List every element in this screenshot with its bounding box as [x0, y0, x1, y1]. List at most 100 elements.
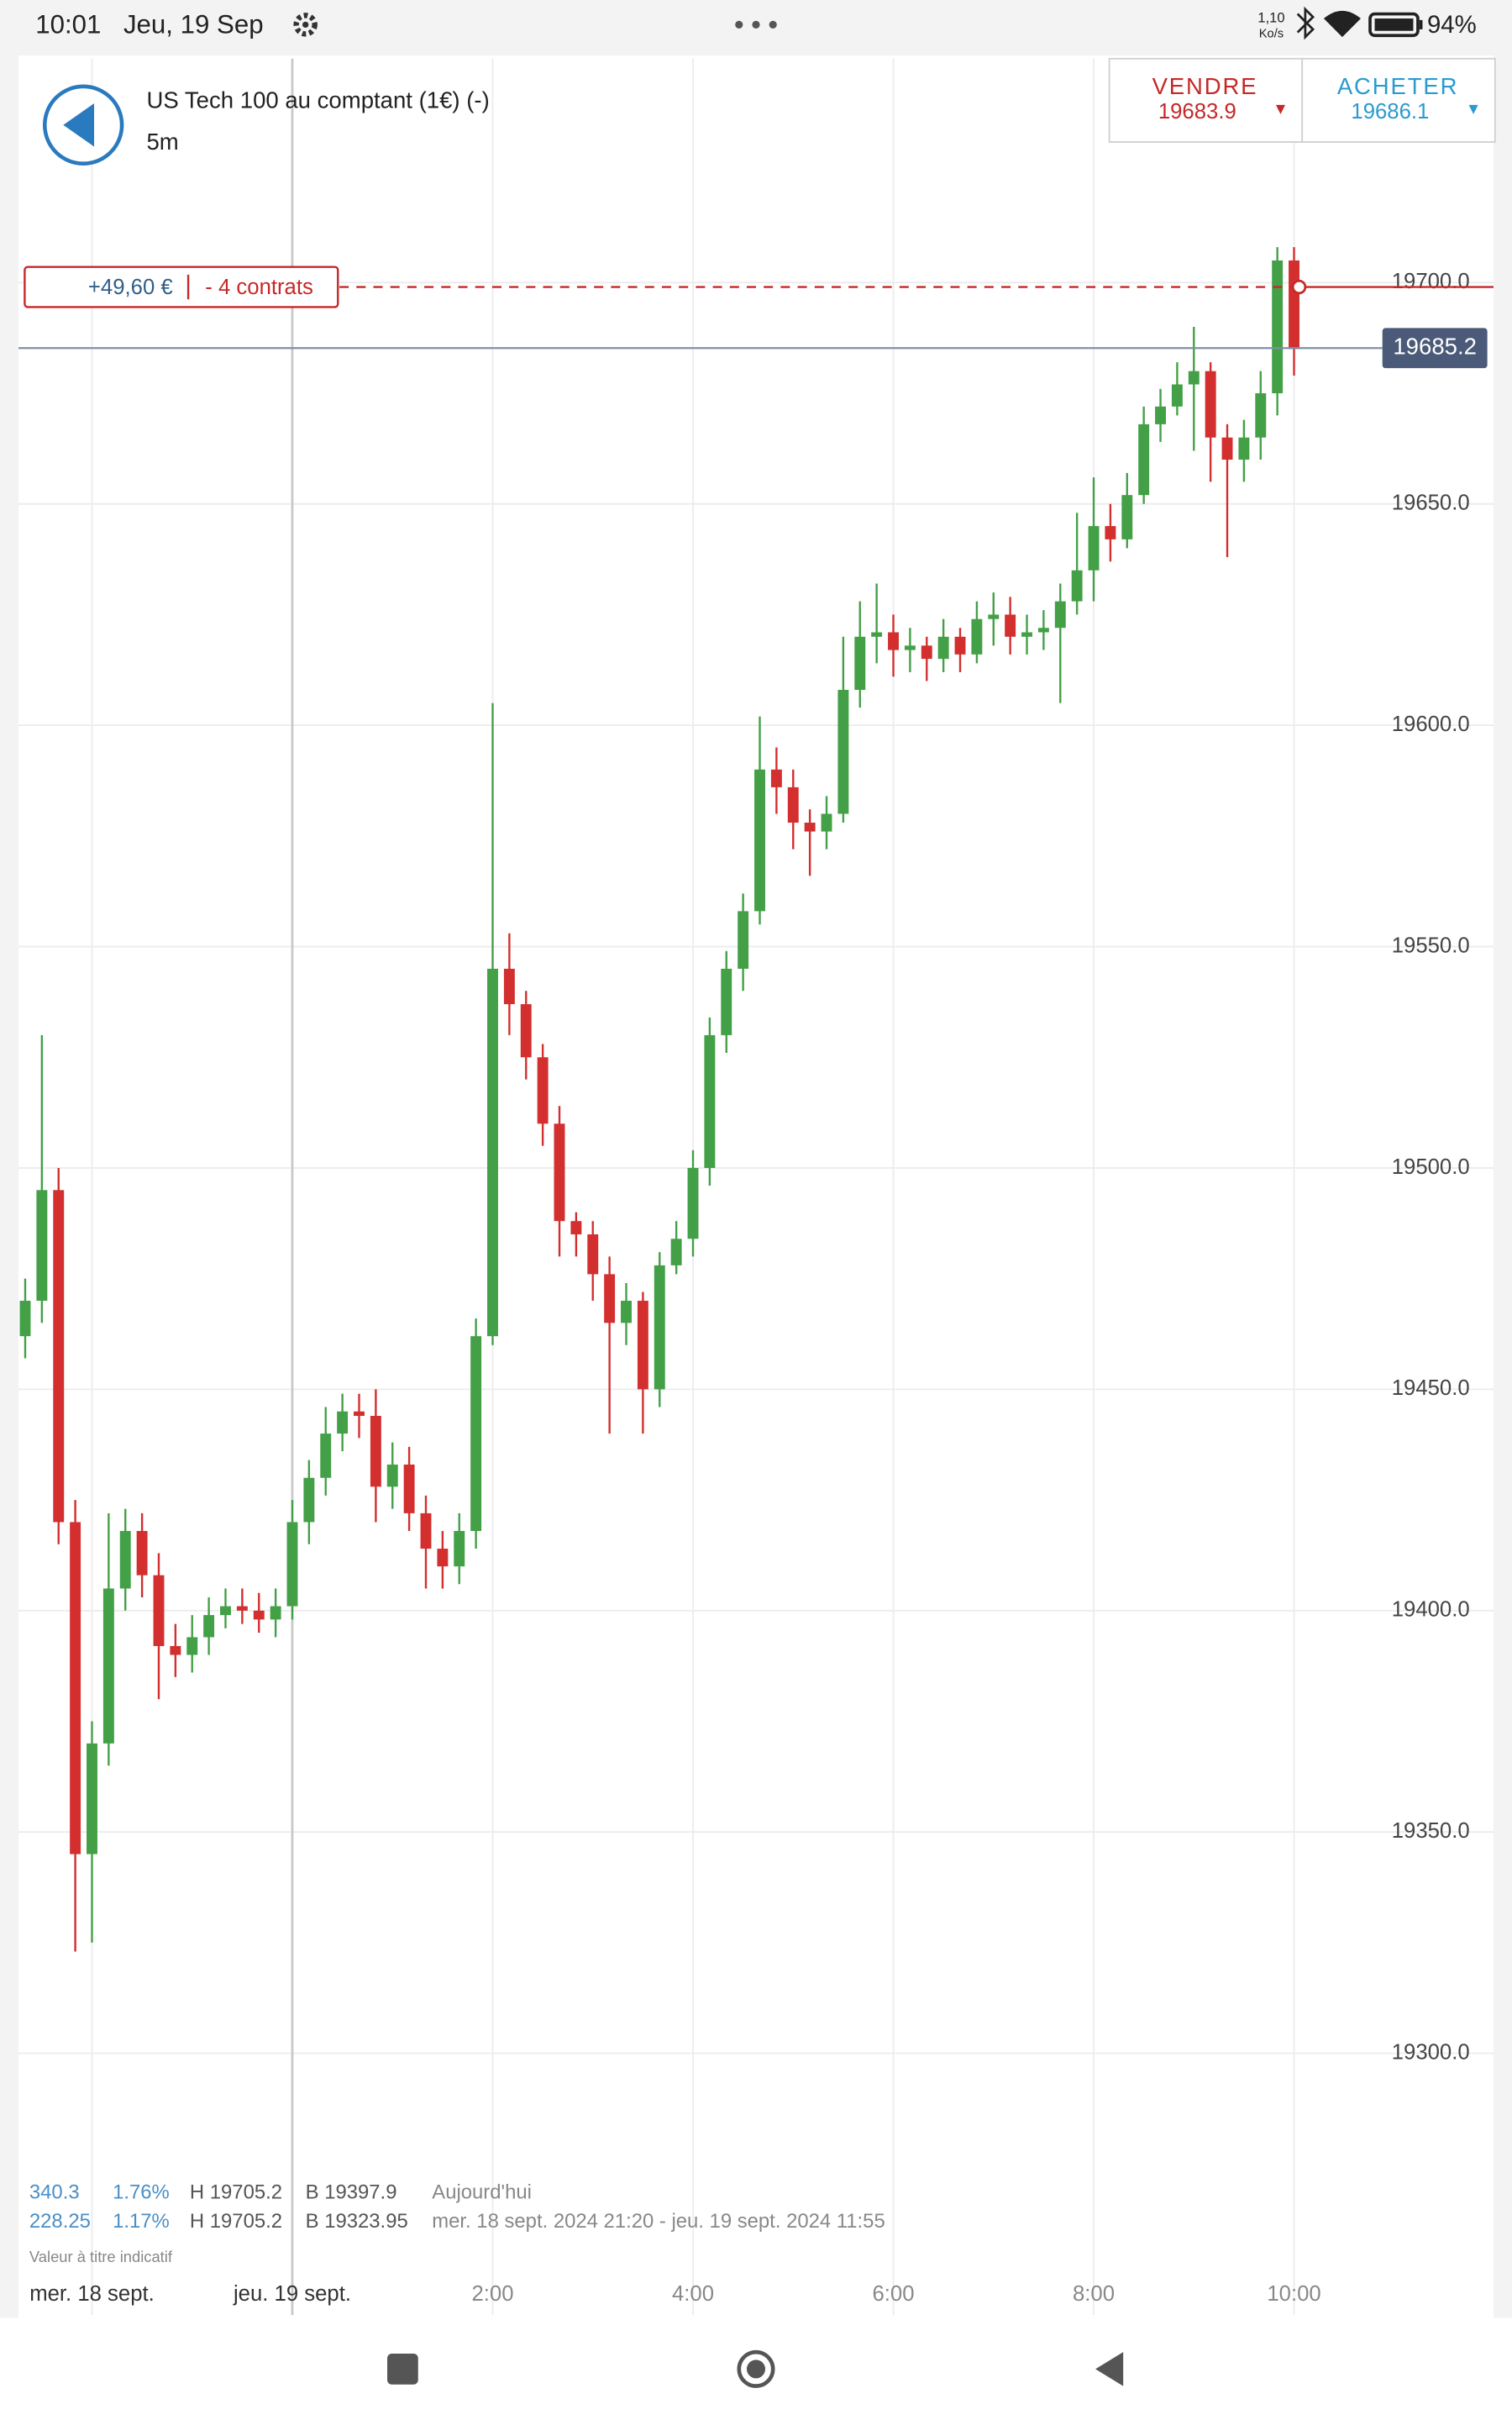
nav-recents[interactable] — [387, 2354, 418, 2385]
candle-body — [170, 1645, 181, 1655]
nav-back[interactable] — [1095, 2352, 1124, 2386]
x-tick-label: mer. 18 sept. — [29, 2282, 155, 2306]
x-tick-label: 2:00 — [471, 2282, 513, 2306]
candle-body — [704, 1034, 716, 1168]
chart: 19300.0 19350.0 19400.0 19450.0 19500.0 19550… — [18, 58, 1494, 2316]
candle-body — [1121, 495, 1133, 539]
candle-body — [303, 1477, 315, 1523]
candle-body — [804, 823, 816, 832]
candle-body — [220, 1606, 231, 1616]
y-tick-label: 19350.0 — [1392, 1819, 1470, 1843]
y-tick-label: 19400.0 — [1392, 1598, 1470, 1622]
y-tick-label: 19600.0 — [1392, 713, 1470, 736]
position-marker — [1291, 279, 1307, 295]
candle-body — [36, 1190, 48, 1302]
candle-body — [1005, 614, 1016, 637]
candle-body — [787, 786, 799, 823]
candle-body — [1037, 628, 1049, 633]
battery-level: 94% — [1427, 11, 1477, 39]
candle-body — [420, 1512, 432, 1549]
net-speed: 1,10 — [1257, 9, 1284, 25]
candle-body — [988, 614, 1000, 619]
candle-body — [454, 1530, 465, 1567]
candle-body — [186, 1637, 198, 1655]
status-time: 10:01 — [35, 9, 101, 39]
candle-body — [286, 1522, 298, 1607]
position-size: - 4 contrats — [205, 276, 313, 299]
candle-body — [136, 1530, 148, 1576]
candle-body — [403, 1464, 415, 1513]
candle-body — [70, 1522, 81, 1854]
candle-body — [487, 968, 498, 1337]
battery-icon — [1368, 12, 1423, 38]
candle-body — [770, 769, 782, 787]
position-pnl: +49,60 € — [88, 276, 173, 299]
candle-body — [554, 1123, 565, 1222]
x-tick-label: 10:00 — [1267, 2282, 1320, 2306]
stat-value: H 19705.2 — [190, 2210, 282, 2233]
x-tick-label: jeu. 19 sept. — [233, 2282, 351, 2306]
y-tick-label: 19700.0 — [1392, 270, 1470, 293]
sell-label: VENDRE — [1152, 73, 1258, 99]
candle-body — [621, 1301, 632, 1323]
candle-body — [1205, 371, 1216, 438]
buy-label: ACHETER — [1337, 73, 1459, 99]
candle-body — [253, 1610, 265, 1620]
candle-body — [1071, 570, 1083, 602]
status-date: Jeu, 19 Sep — [123, 9, 264, 39]
y-tick-label: 19300.0 — [1392, 2040, 1470, 2064]
candle-body — [1188, 371, 1200, 385]
candle-body — [570, 1221, 582, 1234]
timeframe[interactable]: 5m — [146, 129, 178, 155]
candle-body — [1238, 437, 1250, 460]
candle-body — [1021, 632, 1032, 637]
candle-body — [971, 618, 983, 655]
x-tick-label: 8:00 — [1073, 2282, 1115, 2306]
candle-body — [119, 1530, 131, 1589]
back-button[interactable] — [42, 84, 124, 166]
menu-dots[interactable] — [735, 20, 777, 29]
candle-body — [470, 1336, 482, 1531]
candle-body — [1105, 526, 1116, 539]
candle-body — [721, 968, 732, 1035]
position-box-frame — [24, 266, 339, 308]
instrument-name: US Tech 100 au comptant (1€) (-) — [146, 87, 489, 113]
y-tick-label: 19450.0 — [1392, 1376, 1470, 1400]
nav-home[interactable] — [737, 2349, 775, 2388]
y-tick-label: 19500.0 — [1392, 1155, 1470, 1179]
candle-body — [754, 769, 765, 912]
current-price-tag — [1382, 328, 1488, 369]
candle-body — [654, 1265, 665, 1390]
candle-body — [921, 645, 932, 660]
candle-body — [937, 636, 949, 660]
y-tick-label: 19650.0 — [1392, 492, 1470, 515]
candle-body — [87, 1743, 97, 1854]
stat-value: B 19323.95 — [306, 2210, 408, 2233]
candle-body — [153, 1575, 165, 1646]
candle-body — [587, 1234, 599, 1275]
position-box[interactable]: +49,60 € - 4 contrats — [24, 266, 339, 308]
buy-button[interactable]: ACHETER 19686.1 — [1301, 57, 1496, 143]
stat-value: 340.3 — [29, 2181, 80, 2203]
candle-body — [102, 1588, 114, 1744]
candle-body — [904, 645, 916, 650]
candle-body — [236, 1606, 248, 1611]
candle-body — [203, 1615, 215, 1638]
candle-body — [604, 1274, 616, 1323]
candle-body — [53, 1190, 65, 1523]
stat-value: B 19397.9 — [306, 2181, 397, 2203]
candle-body — [1054, 601, 1066, 629]
stat-value: 228.25 — [29, 2210, 91, 2233]
candle-body — [1255, 393, 1267, 438]
bluetooth-icon — [1296, 6, 1315, 40]
net-speed-unit: Ko/s — [1259, 27, 1284, 40]
y-tick-label: 19550.0 — [1392, 934, 1470, 957]
sell-price: 19683.9 — [1158, 100, 1236, 124]
candle-body — [637, 1301, 648, 1390]
sell-button[interactable]: VENDRE 19683.9 — [1108, 57, 1304, 143]
candle-body — [1155, 406, 1166, 424]
candle-body — [1088, 526, 1100, 571]
stat-value: 1.76% — [113, 2181, 170, 2203]
candle-body — [687, 1167, 699, 1239]
